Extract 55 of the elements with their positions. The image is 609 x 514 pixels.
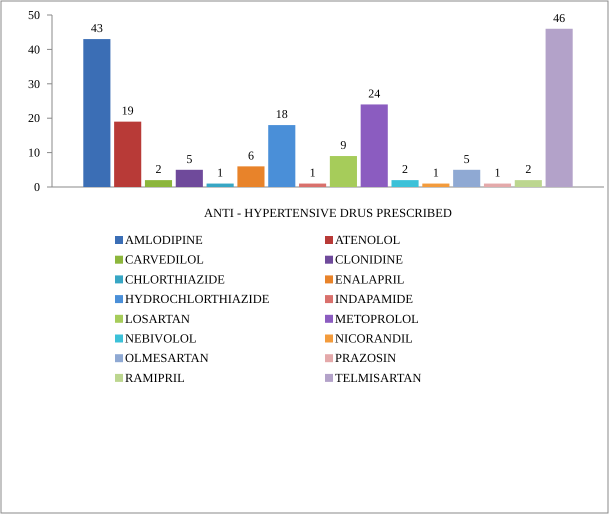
bar — [453, 170, 480, 187]
bar — [360, 104, 388, 187]
y-tick-label: 40 — [28, 42, 40, 56]
legend-label: ENALAPRIL — [335, 272, 404, 286]
legend-label: OLMESARTAN — [125, 351, 209, 366]
data-label: 5 — [186, 152, 192, 166]
legend-label: RAMIPRIL — [125, 370, 185, 385]
x-axis-title: ANTI - HYPERTENSIVE DRUS PRESCRIBED — [204, 206, 452, 220]
bar — [83, 39, 110, 187]
data-label: 2 — [525, 162, 532, 176]
bar — [330, 156, 357, 187]
bar — [114, 122, 142, 187]
data-label: 5 — [464, 152, 470, 166]
bar — [176, 170, 203, 187]
data-label: 2 — [402, 162, 408, 176]
legend-label: CHLORTHIAZIDE — [125, 272, 226, 286]
bar — [546, 28, 573, 187]
legend-label: METOPROLOL — [335, 312, 419, 326]
data-label: 19 — [122, 104, 134, 118]
bar — [144, 180, 172, 187]
legend-label: HYDROCHLORTHIAZIDE — [125, 292, 270, 306]
y-tick-label: 20 — [28, 111, 40, 126]
data-label: 18 — [276, 107, 288, 122]
legend-label: ATENOLOL — [335, 233, 400, 247]
bar — [484, 184, 512, 187]
legend-label: CLONIDINE — [335, 252, 404, 267]
legend-label: NICORANDIL — [335, 332, 413, 346]
data-label: 46 — [553, 10, 566, 25]
y-tick-label: 30 — [28, 76, 40, 91]
bar — [391, 180, 419, 187]
bar — [237, 166, 265, 187]
legend-label: LOSARTAN — [125, 312, 190, 326]
data-label: 1 — [217, 166, 224, 180]
legend-label: INDAPAMIDE — [335, 292, 414, 306]
y-tick-label: 10 — [28, 146, 40, 160]
legend-label: CARVEDILOL — [125, 252, 204, 267]
legend-label: NEBIVOLOL — [125, 332, 197, 346]
legend-label: TELMISARTAN — [335, 370, 422, 385]
bar — [206, 184, 234, 187]
data-label: 1 — [432, 166, 439, 180]
data-label: 1 — [310, 166, 316, 180]
bar — [514, 180, 542, 187]
data-label: 43 — [90, 21, 103, 36]
data-label: 6 — [248, 148, 254, 162]
bar — [299, 184, 326, 187]
legend-label: PRAZOSIN — [335, 351, 396, 366]
data-label: 24 — [368, 86, 380, 100]
data-label: 9 — [340, 138, 346, 152]
y-tick-label: 0 — [34, 180, 40, 194]
y-tick-label: 50 — [28, 8, 40, 22]
bar — [268, 125, 296, 187]
bar — [422, 184, 450, 187]
data-label: 2 — [155, 162, 162, 176]
data-label: 1 — [494, 166, 501, 180]
legend-label: AMLODIPINE — [125, 233, 204, 247]
